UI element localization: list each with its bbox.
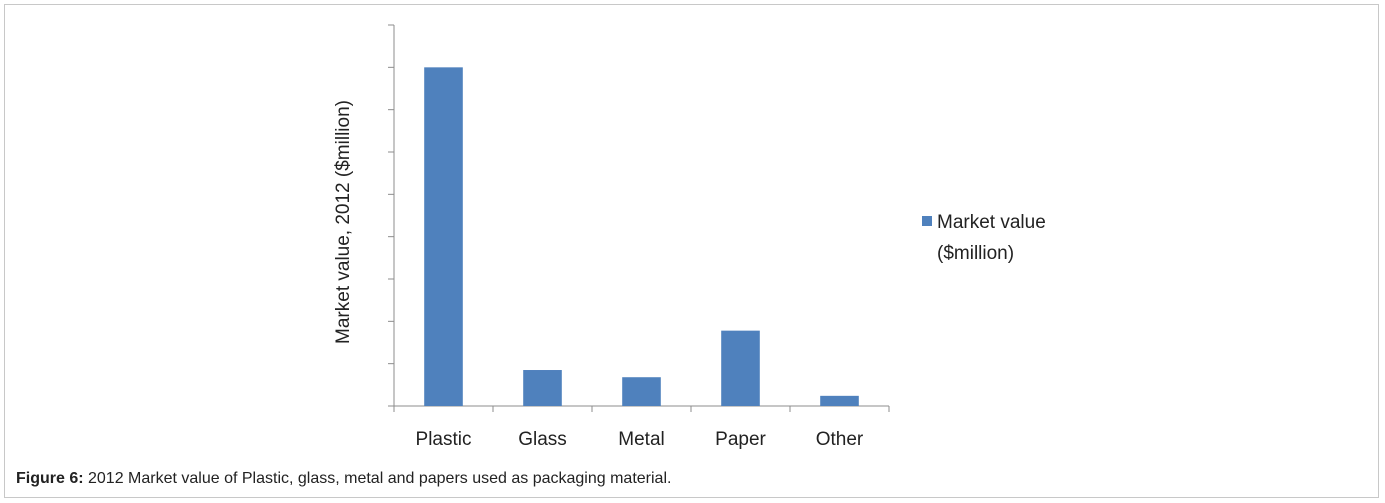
- legend-label-line2: ($million): [937, 243, 1014, 264]
- bar-paper: [721, 330, 760, 406]
- y-axis-label: Market value, 2012 ($million): [333, 100, 354, 344]
- caption-label: Figure 6:: [16, 470, 84, 487]
- figure-caption: Figure 6: 2012 Market value of Plastic, …: [16, 470, 671, 488]
- bar-glass: [523, 370, 562, 406]
- x-tick-label: Metal: [618, 429, 664, 450]
- legend-swatch: [922, 216, 932, 226]
- figure-frame: [4, 4, 1379, 498]
- x-tick-label: Plastic: [416, 429, 472, 450]
- bar-metal: [622, 377, 661, 406]
- x-axis: [393, 405, 890, 412]
- bar-plastic: [424, 67, 463, 406]
- caption-text: 2012 Market value of Plastic, glass, met…: [83, 470, 672, 487]
- bars-group: [424, 67, 859, 406]
- x-tick-label: Paper: [715, 429, 766, 450]
- x-tick-label: Glass: [518, 429, 567, 450]
- x-tick-labels: Plastic Glass Metal Paper Other: [416, 429, 864, 450]
- y-axis: [388, 24, 395, 407]
- x-tick-label: Other: [816, 429, 864, 450]
- bar-other: [820, 395, 859, 406]
- bar-chart: Plastic Glass Metal Paper Other Market value…: [333, 24, 1046, 450]
- legend: Market value ($million): [922, 212, 1046, 264]
- legend-label-line1: Market value: [937, 212, 1046, 233]
